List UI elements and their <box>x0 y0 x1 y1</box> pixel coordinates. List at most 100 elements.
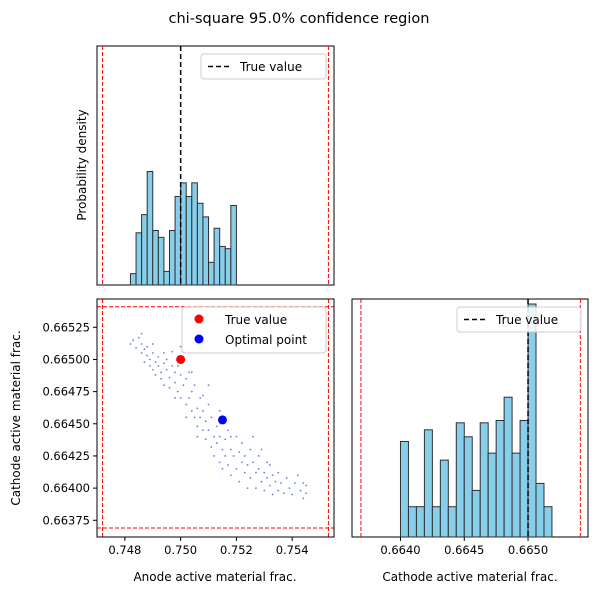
x-tick-label: 0.6650 <box>508 543 548 557</box>
histogram-bar <box>168 230 176 286</box>
histogram-bar <box>180 182 187 286</box>
sample-point <box>282 492 285 495</box>
anode-histogram-reference-lines <box>102 46 329 285</box>
sample-point <box>229 474 232 477</box>
sample-point <box>157 355 160 358</box>
histogram-bar <box>495 420 505 538</box>
legend-optimal-point-marker <box>194 334 204 344</box>
histogram-bar <box>423 429 433 538</box>
sample-point <box>249 476 252 479</box>
sample-point <box>171 364 174 367</box>
sample-point <box>229 435 232 438</box>
sample-point <box>268 464 271 466</box>
sample-point <box>196 435 199 438</box>
sample-point <box>176 390 179 393</box>
sample-point <box>193 416 196 419</box>
scatter-bound-lines <box>97 299 334 537</box>
sample-point <box>157 364 160 367</box>
scatter-sample-points <box>129 332 308 500</box>
cathode-histogram-panel: 0.6640 0.6645 0.6650 Cathode active materi… <box>351 298 589 584</box>
sample-point <box>163 384 165 387</box>
sample-point <box>185 377 188 380</box>
sample-point <box>235 435 238 438</box>
sample-point <box>302 497 305 500</box>
sample-point <box>160 371 163 374</box>
sample-point <box>174 397 176 399</box>
histogram-bar <box>163 270 170 286</box>
sample-point <box>229 448 232 451</box>
legend-box <box>456 306 582 333</box>
histogram-bar <box>487 452 497 538</box>
sample-point <box>227 464 229 466</box>
true-value-point <box>176 354 186 364</box>
histogram-bar <box>202 216 210 286</box>
sample-point <box>188 397 190 399</box>
y-tick-label: 0.66450 <box>42 417 90 431</box>
legend-optimal-point-label: Optimal point <box>225 333 307 347</box>
histogram-bar <box>527 303 537 538</box>
sample-point <box>271 474 274 477</box>
histogram-bar <box>135 232 143 286</box>
histogram-bar <box>157 236 165 286</box>
sample-point <box>305 484 308 487</box>
sample-point <box>238 451 241 453</box>
histogram-bar <box>407 506 417 538</box>
histogram-bar <box>129 273 137 286</box>
sample-point <box>132 339 135 342</box>
sample-point <box>190 371 193 374</box>
sample-point <box>213 435 216 438</box>
histogram-bar <box>196 202 204 286</box>
y-tick-label: 0.66525 <box>42 320 90 334</box>
optimal-point <box>217 415 227 425</box>
sample-point <box>140 343 143 345</box>
legend-true-value-marker <box>194 314 204 324</box>
sample-point <box>241 442 243 444</box>
sample-point <box>249 448 252 451</box>
sample-point <box>204 438 207 441</box>
legend-box <box>200 53 327 80</box>
sample-point <box>174 371 176 374</box>
anode-histogram-legend: True value <box>200 53 327 80</box>
sample-point <box>268 484 271 487</box>
sample-point <box>163 362 165 365</box>
sample-point <box>221 448 224 451</box>
sample-point <box>215 425 218 428</box>
histogram-bar <box>219 245 226 286</box>
sample-point <box>151 352 154 354</box>
anode-histogram-ylabel: Probability density <box>75 109 89 220</box>
sample-point <box>154 374 157 376</box>
sample-point <box>260 480 263 483</box>
histogram-bar <box>447 506 457 538</box>
sample-point <box>255 471 257 474</box>
x-tick-label: 0.6645 <box>444 543 484 557</box>
sample-point <box>274 480 277 483</box>
anode-histogram-bars <box>129 171 237 286</box>
histogram-bar <box>511 452 521 538</box>
scatter-legend: True value Optimal point <box>181 306 327 354</box>
histogram-bar <box>479 422 489 538</box>
sample-point <box>149 358 151 361</box>
sample-point <box>204 420 207 423</box>
sample-point <box>246 487 249 490</box>
cathode-histogram-x-ticks: 0.6640 0.6645 0.6650 <box>380 537 548 557</box>
sample-point <box>243 471 246 474</box>
sample-point <box>294 482 296 484</box>
sample-point <box>137 336 140 339</box>
sample-point <box>285 476 288 479</box>
histogram-bar <box>519 420 529 538</box>
sample-point <box>263 489 266 492</box>
x-tick-label: 0.752 <box>220 543 253 557</box>
sample-point <box>193 384 196 387</box>
scatter-key-points <box>176 354 227 425</box>
histogram-bar <box>208 261 215 286</box>
histogram-bar <box>503 396 513 538</box>
sample-point <box>257 455 260 457</box>
sample-point <box>210 446 213 448</box>
sample-point <box>196 425 199 428</box>
sample-point <box>305 492 308 495</box>
sample-point <box>252 435 255 438</box>
sample-point <box>243 455 246 457</box>
sample-point <box>224 438 227 441</box>
sample-point <box>252 461 255 464</box>
